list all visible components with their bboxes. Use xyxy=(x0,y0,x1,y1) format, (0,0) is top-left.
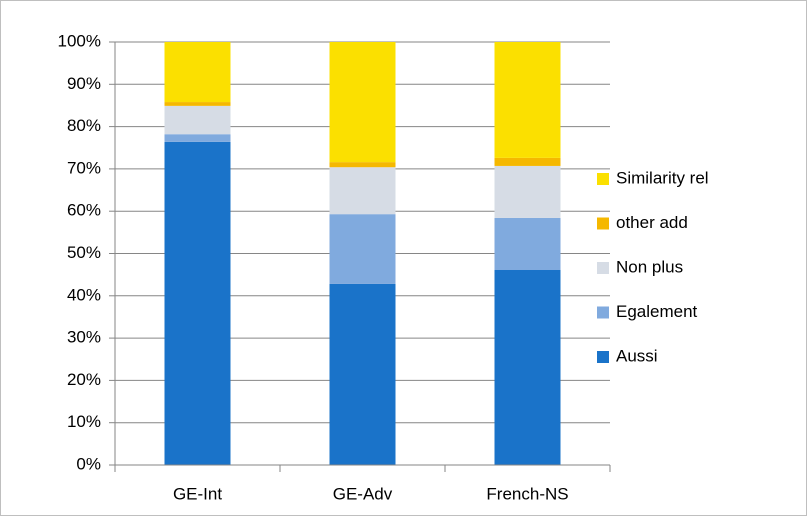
bar-segment xyxy=(494,217,561,270)
legend-swatch xyxy=(597,306,609,319)
y-tick-label: 10% xyxy=(67,412,101,431)
bar-segment xyxy=(329,42,396,163)
legend-swatch xyxy=(597,351,609,363)
legend-label: Non plus xyxy=(616,257,683,276)
bar-segment xyxy=(164,102,231,106)
y-tick-label: 80% xyxy=(67,116,101,135)
y-tick-label: 60% xyxy=(67,201,101,220)
bar-segment xyxy=(494,165,561,218)
y-tick-label: 30% xyxy=(67,328,101,347)
bar-segment xyxy=(494,42,561,158)
legend-label: Aussi xyxy=(616,346,658,365)
bar-segment xyxy=(329,283,396,465)
bar-segment xyxy=(494,157,561,166)
legend-label: Egalement xyxy=(616,302,698,321)
legend-swatch xyxy=(597,173,609,185)
y-tick-label: 0% xyxy=(76,454,101,473)
legend-label: Similarity rel xyxy=(616,168,709,187)
y-tick-label: 100% xyxy=(58,31,101,50)
bar-segment xyxy=(164,105,231,135)
legend-swatch xyxy=(597,217,609,230)
legend-label: other add xyxy=(616,213,688,232)
x-tick-label: GE-Int xyxy=(173,484,222,503)
bar-segment xyxy=(329,167,396,215)
bar-segment xyxy=(329,162,396,168)
y-tick-label: 70% xyxy=(67,158,101,177)
legend-swatch xyxy=(597,262,609,274)
bar-segment xyxy=(164,134,231,142)
bar-segment xyxy=(164,42,231,103)
bar-segment xyxy=(494,269,561,465)
y-tick-label: 90% xyxy=(67,74,101,93)
x-tick-label: French-NS xyxy=(486,484,568,503)
y-tick-label: 20% xyxy=(67,370,101,389)
bar-segment xyxy=(164,141,231,465)
x-tick-label: GE-Adv xyxy=(333,484,393,503)
y-tick-label: 40% xyxy=(67,285,101,304)
y-tick-label: 50% xyxy=(67,243,101,262)
bar-segment xyxy=(329,214,396,284)
